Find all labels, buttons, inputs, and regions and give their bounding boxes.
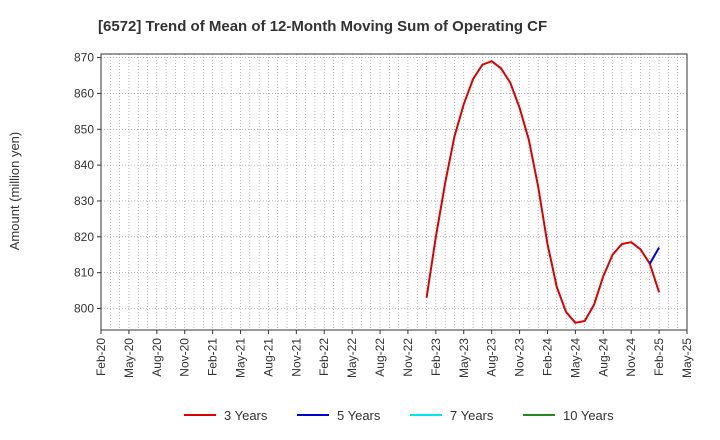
- x-tick-label: Aug-22: [373, 338, 387, 377]
- x-tick-label: Nov-20: [178, 338, 192, 377]
- y-axis: 800 810 820 830 840 850 860 870: [74, 51, 101, 315]
- x-tick-label: May-25: [680, 338, 694, 378]
- plot-area: [100, 53, 688, 331]
- y-tick-label: 860: [74, 86, 94, 100]
- x-tick-label: Nov-23: [513, 338, 527, 377]
- series-lines: [425, 60, 661, 324]
- y-tick-label: 820: [74, 230, 94, 244]
- y-tick-label: 840: [74, 158, 94, 172]
- y-axis-label: Amount (million yen): [7, 132, 22, 251]
- x-tick-label: Feb-23: [429, 338, 443, 376]
- x-tick-label: Feb-22: [317, 338, 331, 376]
- x-tick-label: Nov-21: [289, 338, 303, 377]
- y-tick-label: 870: [74, 51, 94, 65]
- legend: 3 Years 5 Years 7 Years 10 Years: [184, 408, 614, 423]
- y-tick-label: 810: [74, 266, 94, 280]
- y-tick-label: 830: [74, 194, 94, 208]
- x-tick-label: May-21: [234, 338, 248, 378]
- series-line-5-years: [648, 247, 660, 265]
- x-tick-label: Aug-23: [485, 338, 499, 377]
- legend-label: 10 Years: [563, 408, 614, 423]
- x-tick-label: Nov-22: [401, 338, 415, 377]
- legend-label: 7 Years: [450, 408, 494, 423]
- legend-label: 5 Years: [337, 408, 381, 423]
- x-tick-label: Aug-20: [150, 338, 164, 377]
- x-tick-label: Feb-25: [652, 338, 666, 376]
- x-tick-label: May-22: [345, 338, 359, 378]
- legend-label: 3 Years: [224, 408, 268, 423]
- y-tick-label: 800: [74, 301, 94, 315]
- x-tick-label: Feb-20: [94, 338, 108, 376]
- x-tick-label: Feb-24: [540, 338, 554, 376]
- y-tick-label: 850: [74, 122, 94, 136]
- x-tick-label: Aug-21: [261, 338, 275, 377]
- x-tick-label: Aug-24: [596, 338, 610, 377]
- x-tick-label: Feb-21: [206, 338, 220, 376]
- x-tick-label: May-23: [457, 338, 471, 378]
- x-tick-label: May-24: [568, 338, 582, 378]
- grid-lines: [100, 54, 688, 330]
- x-tick-label: May-20: [122, 338, 136, 378]
- x-tick-label: Nov-24: [624, 338, 638, 377]
- chart-title: [6572] Trend of Mean of 12-Month Moving …: [98, 18, 547, 35]
- x-axis: Feb-20 May-20 Aug-20 Nov-20 Feb-21 May-21 Aug-…: [94, 330, 694, 378]
- series-line-3-years: [425, 60, 661, 324]
